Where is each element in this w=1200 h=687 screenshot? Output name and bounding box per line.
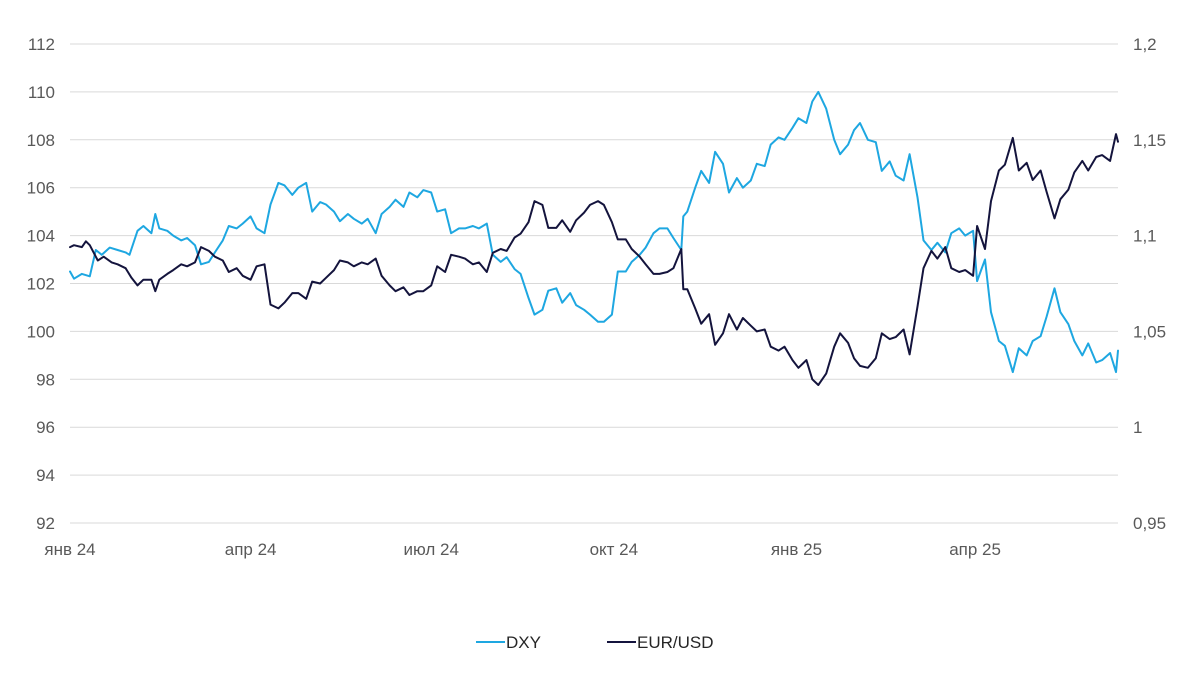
y-left-tick-label: 92 [36, 514, 55, 533]
y-right-tick-label: 1,1 [1133, 227, 1157, 246]
x-tick-label: июл 24 [404, 540, 459, 559]
y-right-tick-label: 0,95 [1133, 514, 1166, 533]
x-tick-label: апр 25 [949, 540, 1001, 559]
legend-label-dxy: DXY [506, 633, 541, 652]
y-left-tick-label: 100 [27, 322, 55, 341]
y-left-tick-label: 102 [27, 275, 55, 294]
y-left-tick-label: 104 [27, 227, 55, 246]
y-right-tick-label: 1,15 [1133, 131, 1166, 150]
series-line-eur-usd [69, 133, 1119, 386]
y-left-tick-label: 94 [36, 466, 55, 485]
legend: DXY EUR/USD [476, 633, 714, 652]
y-left-tick-label: 106 [27, 179, 55, 198]
series-line-dxy [69, 90, 1119, 374]
y-left-tick-label: 98 [36, 370, 55, 389]
x-axis-ticks: янв 24 апр 24 июл 24 окт 24 янв 25 апр 25 [44, 540, 1001, 559]
y-right-tick-label: 1,2 [1133, 35, 1157, 54]
x-tick-label: апр 24 [225, 540, 277, 559]
y-left-tick-label: 108 [27, 131, 55, 150]
y-left-tick-label: 110 [28, 83, 55, 102]
grid-lines [70, 43, 1118, 524]
series-lines [69, 90, 1119, 386]
y-left-tick-label: 112 [28, 35, 55, 54]
right-axis-ticks: 0,95 1 1,05 1,1 1,15 1,2 [1133, 35, 1166, 533]
y-right-tick-label: 1 [1133, 418, 1142, 437]
x-tick-label: янв 24 [44, 540, 95, 559]
y-right-tick-label: 1,05 [1133, 322, 1166, 341]
x-tick-label: окт 24 [590, 540, 639, 559]
y-left-tick-label: 96 [36, 418, 55, 437]
left-axis-ticks: 92 94 96 98 100 102 104 106 108 110 112 [27, 35, 55, 533]
legend-label-eur-usd: EUR/USD [637, 633, 714, 652]
x-tick-label: янв 25 [771, 540, 822, 559]
